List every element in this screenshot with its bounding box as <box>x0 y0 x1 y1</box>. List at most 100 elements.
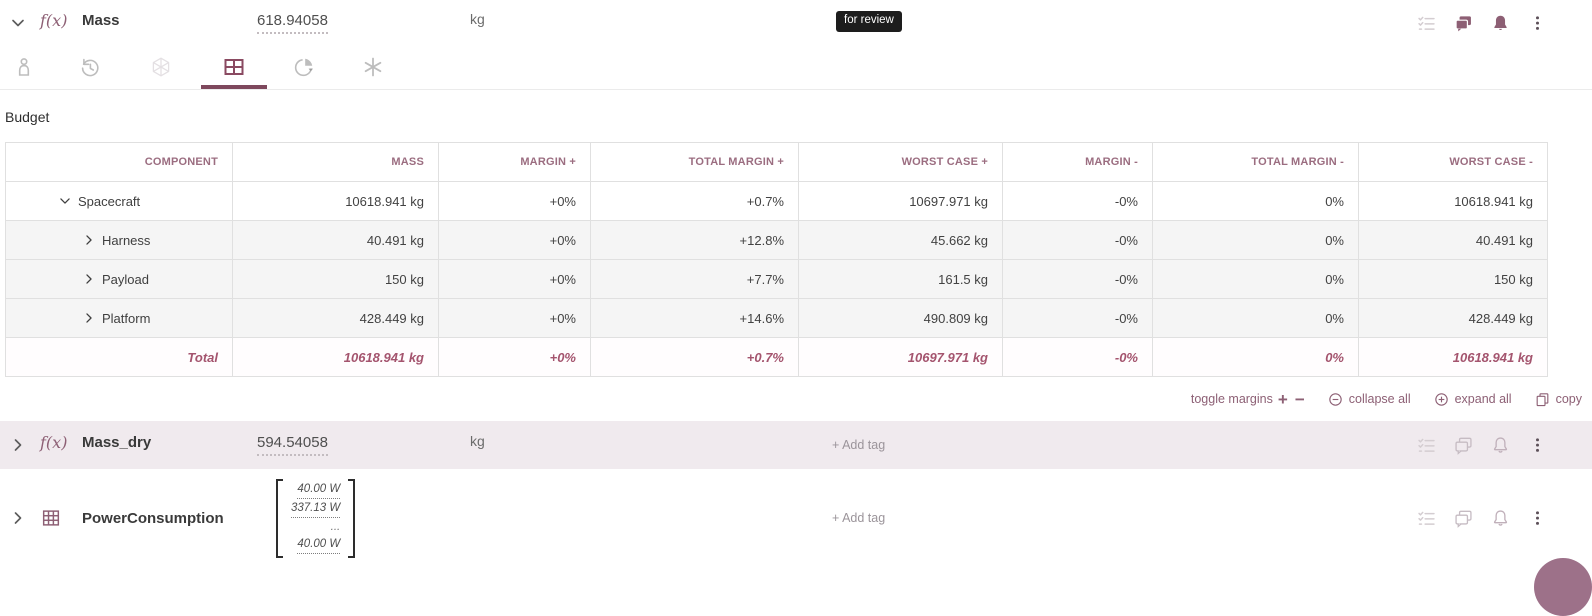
variable-value-input[interactable]: 618.94058 <box>257 12 328 34</box>
table-row-total: Total 10618.941 kg +0% +0.7% 10697.971 k… <box>5 337 1548 377</box>
matrix-left-bracket <box>276 479 283 559</box>
cell-margin-minus: -0% <box>1002 181 1153 221</box>
status-badge[interactable]: for review <box>836 11 902 32</box>
floating-action-button[interactable] <box>1534 558 1592 616</box>
variable-unit[interactable]: kg <box>470 433 485 449</box>
cell-margin-plus: +0% <box>438 220 591 260</box>
chevron-right-icon[interactable] <box>8 435 28 455</box>
variable-value-input[interactable]: 594.54058 <box>257 434 328 456</box>
cell-worst-case-minus: 428.449 kg <box>1358 298 1548 338</box>
checklist-icon[interactable] <box>1416 13 1437 34</box>
cell-worst-case-minus: 10618.941 kg <box>1358 181 1548 221</box>
row-action-icons <box>1416 421 1548 469</box>
budget-table-toolbar: toggle margins + − collapse all expand a… <box>0 377 1592 421</box>
cell-worst-case-plus: 161.5 kg <box>798 259 1003 299</box>
variable-name: Mass <box>82 12 120 29</box>
toggle-margins-control: toggle margins + − <box>1191 391 1305 408</box>
chevron-down-icon[interactable] <box>8 13 28 33</box>
variable-row-mass: f(x) Mass 618.94058 kg for review <box>0 0 1592 46</box>
collapse-all-button[interactable]: collapse all <box>1327 391 1411 408</box>
notifications-icon[interactable] <box>1490 508 1511 529</box>
chevron-down-icon[interactable] <box>58 194 72 208</box>
cell-total-margin-plus: +0.7% <box>590 181 799 221</box>
plus-icon[interactable]: + <box>1277 389 1288 409</box>
variable-row-mass-dry: f(x) Mass_dry 594.54058 kg + Add tag <box>0 421 1592 469</box>
col-component: COMPONENT <box>5 142 233 182</box>
matrix-value: 40.00 W <box>297 538 341 555</box>
chevron-right-icon[interactable] <box>82 233 96 247</box>
tab-history history-icon[interactable] <box>78 55 102 79</box>
chevron-right-icon[interactable] <box>82 272 96 286</box>
notifications-icon[interactable] <box>1490 13 1511 34</box>
cell-worst-case-minus: 40.491 kg <box>1358 220 1548 260</box>
component-name[interactable]: Spacecraft <box>78 193 141 209</box>
tab-formula asterisk-icon[interactable] <box>361 55 385 79</box>
component-name[interactable]: Platform <box>102 310 151 326</box>
formula-icon: f(x) <box>40 433 68 452</box>
cell-margin-minus: -0% <box>1002 259 1153 299</box>
cell-mass: 10618.941 kg <box>232 181 439 221</box>
cell-total-margin-plus: +7.7% <box>590 259 799 299</box>
expand-all-label: expand all <box>1454 392 1512 406</box>
cell-margin-plus: +0% <box>438 337 591 377</box>
cell-margin-minus: -0% <box>1002 298 1153 338</box>
tab-usage pie-chart-icon[interactable] <box>292 55 316 79</box>
checklist-icon[interactable] <box>1416 508 1437 529</box>
comments-icon[interactable] <box>1453 13 1474 34</box>
cell-total-margin-plus: +12.8% <box>590 220 799 260</box>
cell-worst-case-plus: 10697.971 kg <box>798 337 1003 377</box>
chevron-right-icon[interactable] <box>82 311 96 325</box>
col-margin-plus: MARGIN + <box>438 142 591 182</box>
tab-model hexagon-icon[interactable] <box>149 55 173 79</box>
kebab-menu-icon[interactable] <box>1527 13 1548 34</box>
add-tag-button[interactable]: + Add tag <box>832 438 886 452</box>
matrix-right-bracket <box>348 479 356 559</box>
variable-row-power-consumption: PowerConsumption 40.00 W 337.13 W ... 40… <box>0 469 1592 567</box>
minus-icon[interactable]: − <box>1294 389 1305 409</box>
copy-button[interactable]: copy <box>1534 391 1582 408</box>
cell-margin-minus: -0% <box>1002 337 1153 377</box>
chevron-right-icon[interactable] <box>8 508 28 528</box>
add-tag-button[interactable]: + Add tag <box>832 511 886 525</box>
component-name[interactable]: Payload <box>102 271 149 287</box>
comments-icon[interactable] <box>1453 435 1474 456</box>
matrix-table-icon <box>40 507 62 529</box>
formula-icon: f(x) <box>40 11 68 30</box>
variable-name: PowerConsumption <box>82 510 224 527</box>
collapse-all-label: collapse all <box>1348 392 1411 406</box>
kebab-menu-icon[interactable] <box>1527 435 1548 456</box>
cell-worst-case-minus: 150 kg <box>1358 259 1548 299</box>
col-total-margin-minus: TOTAL MARGIN - <box>1152 142 1359 182</box>
circle-minus-icon <box>1329 392 1342 406</box>
cell-total-margin-minus: 0% <box>1152 298 1359 338</box>
cell-mass: 150 kg <box>232 259 439 299</box>
variable-unit[interactable]: kg <box>470 11 485 27</box>
total-label: Total <box>5 337 233 377</box>
table-row-harness: Harness 40.491 kg +0% +12.8% 45.662 kg -… <box>5 220 1548 260</box>
component-name[interactable]: Harness <box>102 232 151 248</box>
notifications-icon[interactable] <box>1490 435 1511 456</box>
tab-details person-icon[interactable] <box>12 55 36 79</box>
matrix-value: 40.00 W <box>297 483 341 499</box>
toggle-margins-label: toggle margins <box>1190 392 1273 406</box>
variable-name: Mass_dry <box>82 434 152 451</box>
selected-tab-indicator <box>201 85 267 89</box>
copy-label: copy <box>1555 392 1582 406</box>
matrix-value-display[interactable]: 40.00 W 337.13 W ... 40.00 W <box>276 479 356 559</box>
comments-icon[interactable] <box>1453 508 1474 529</box>
budget-table: COMPONENT MASS MARGIN + TOTAL MARGIN + W… <box>5 142 1548 377</box>
expand-all-button[interactable]: expand all <box>1433 391 1512 408</box>
matrix-values: 40.00 W 337.13 W ... 40.00 W <box>283 479 348 558</box>
col-worst-case-plus: WORST CASE + <box>798 142 1003 182</box>
cell-worst-case-plus: 490.809 kg <box>798 298 1003 338</box>
kebab-menu-icon[interactable] <box>1527 508 1548 529</box>
tab-bar <box>0 46 1592 90</box>
cell-total-margin-plus: +14.6% <box>590 298 799 338</box>
col-total-margin-plus: TOTAL MARGIN + <box>590 142 799 182</box>
cell-total-margin-minus: 0% <box>1152 220 1359 260</box>
checklist-icon[interactable] <box>1416 435 1437 456</box>
row-action-icons <box>1416 469 1548 567</box>
col-worst-case-minus: WORST CASE - <box>1358 142 1548 182</box>
tab-table table-icon[interactable] <box>222 55 246 79</box>
budget-header-row: COMPONENT MASS MARGIN + TOTAL MARGIN + W… <box>5 142 1548 182</box>
